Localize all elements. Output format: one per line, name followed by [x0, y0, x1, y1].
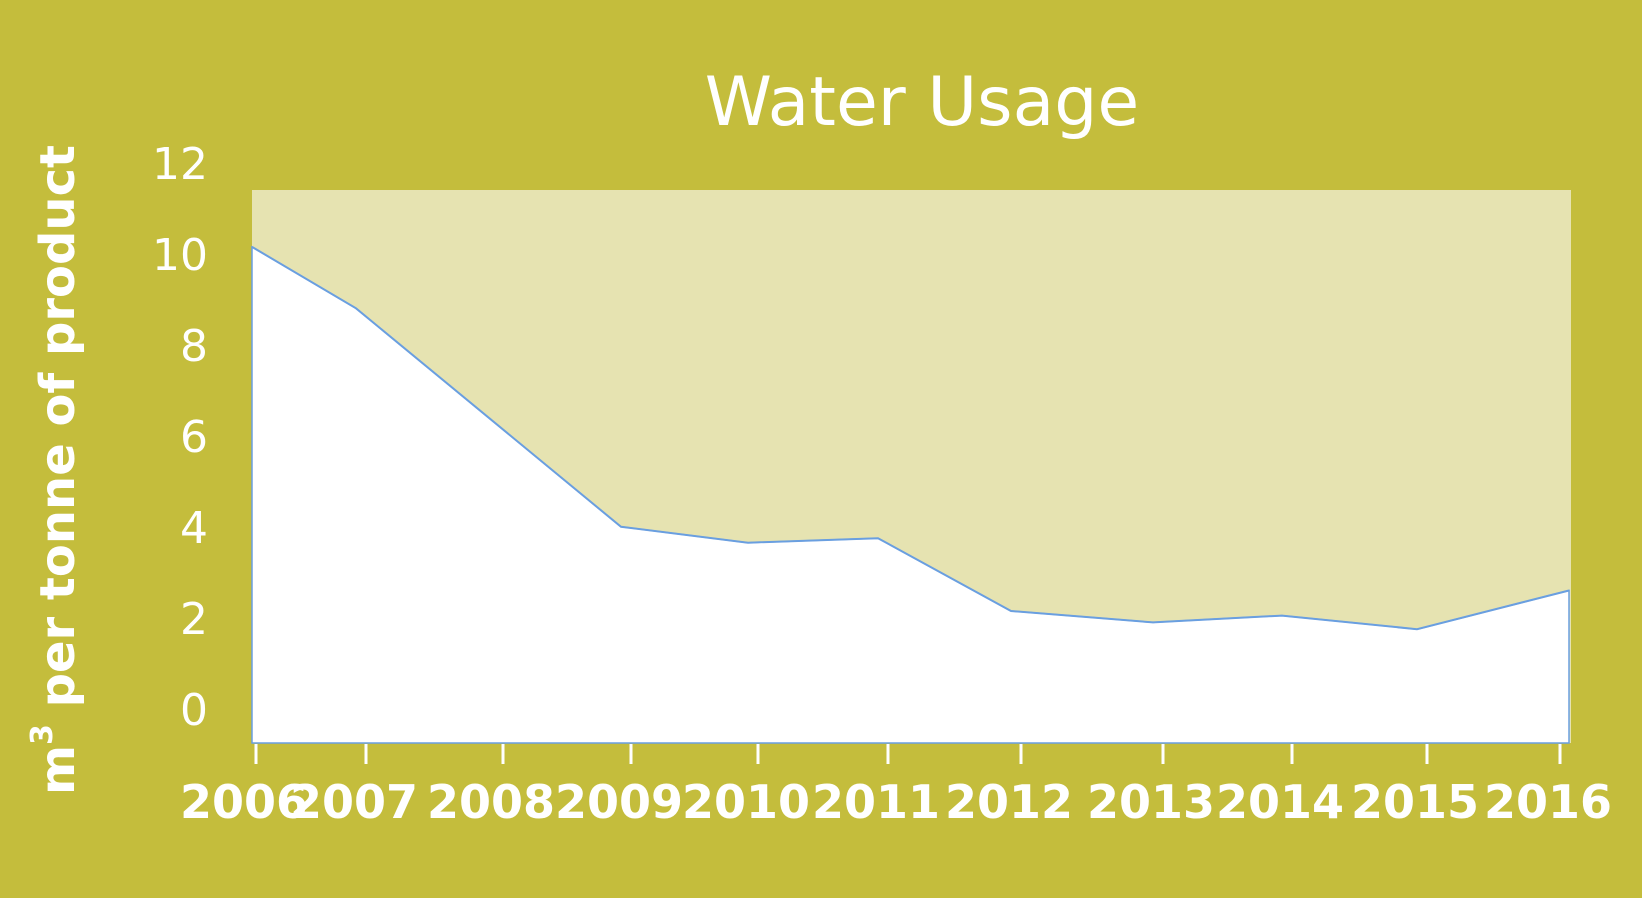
- x-tick-label-2007: 2007: [290, 775, 418, 829]
- x-tick-label-2010: 2010: [682, 775, 810, 829]
- x-tick-label-2016: 2016: [1484, 775, 1612, 829]
- x-tick-label-2009: 2009: [555, 775, 683, 829]
- y-tick-label-12: 12: [152, 139, 208, 190]
- y-axis-label: m3 per tonne of product: [25, 145, 86, 795]
- y-tick-label-6: 6: [180, 412, 208, 463]
- y-axis-tick-labels: 0 2 4 6 8 10 12: [152, 139, 208, 736]
- x-tick-label-2011: 2011: [812, 775, 940, 829]
- x-tick-label-2015: 2015: [1351, 775, 1479, 829]
- x-tick-label-2008: 2008: [427, 775, 555, 829]
- y-axis-label-text: per tonne of product: [30, 145, 86, 724]
- y-tick-label-8: 8: [180, 321, 208, 372]
- y-tick-label-10: 10: [152, 230, 208, 281]
- x-tick-label-2006: 2006: [180, 775, 308, 829]
- water-usage-line: [251, 246, 1570, 631]
- y-tick-label-2: 2: [180, 594, 208, 645]
- y-axis-label-exponent: 3: [25, 724, 60, 745]
- chart-title: Water Usage: [705, 63, 1140, 142]
- y-tick-label-4: 4: [180, 503, 208, 554]
- x-tick-label-2012: 2012: [945, 775, 1073, 829]
- y-tick-label-0: 0: [180, 685, 208, 736]
- x-tick-label-2014: 2014: [1216, 775, 1344, 829]
- x-axis-ticks: [254, 744, 1562, 764]
- y-axis-label-unit: m: [30, 745, 86, 795]
- x-tick-label-2013: 2013: [1087, 775, 1215, 829]
